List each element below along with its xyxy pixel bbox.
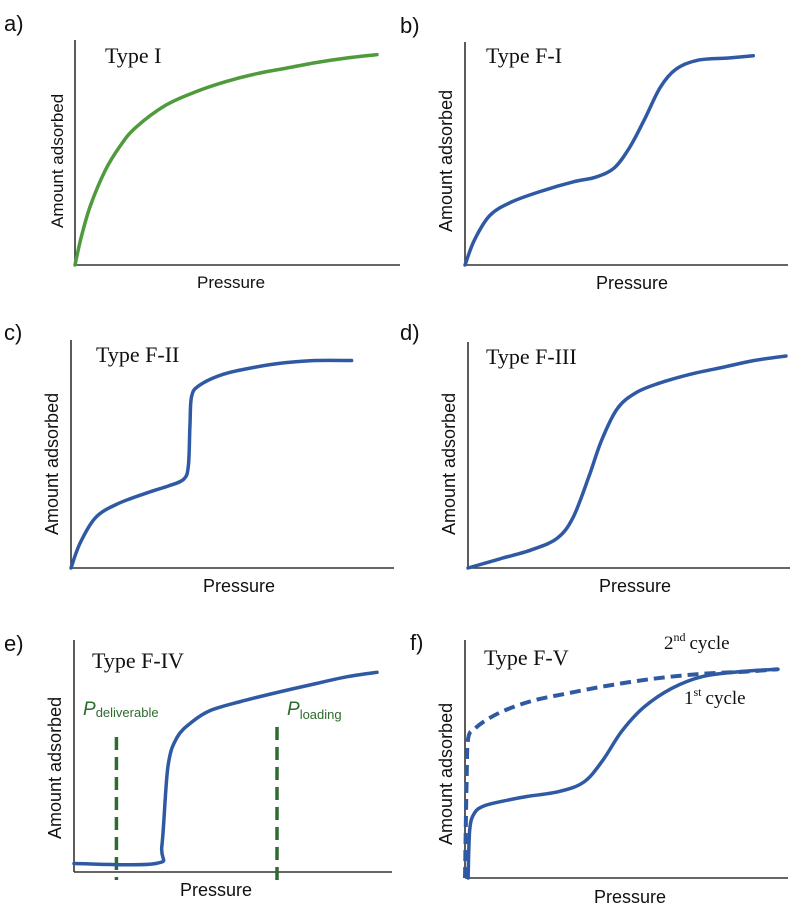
panel-letter: b) (400, 13, 420, 38)
second-cycle-label: 2nd cycle (664, 630, 730, 654)
p-symbol: P (287, 699, 300, 720)
cycle-word: cycle (690, 633, 730, 654)
cycle-number: 1 (684, 688, 694, 709)
isotherm-line (72, 670, 379, 867)
panel-f: f) Type F-V Pressure Amount adsorbed 2nd… (410, 630, 788, 907)
panel-letter: a) (4, 11, 24, 36)
panel-b: b) Type F-I Pressure Amount adsorbed (400, 13, 788, 293)
panel-d: d) Type F-III Pressure Amount adsorbed (400, 320, 790, 596)
chart-title: Type F-I (486, 43, 562, 68)
y-axis-label: Amount adsorbed (436, 90, 456, 232)
chart-title: Type F-III (486, 344, 577, 369)
panel-letter: e) (4, 631, 24, 656)
p-deliverable-label: Pdeliverable (83, 699, 159, 720)
chart-title: Type I (105, 43, 162, 68)
cycle-number: 2 (664, 633, 674, 654)
x-axis-label: Pressure (596, 273, 668, 293)
y-axis-label: Amount adsorbed (436, 703, 456, 845)
panel-letter: d) (400, 320, 420, 345)
y-axis-label: Amount adsorbed (45, 697, 65, 839)
panel-a: a) Type I Pressure Amount adsorbed (4, 11, 400, 292)
x-axis-label: Pressure (594, 887, 666, 907)
panel-e: e) Type F-IV Pressure Amount adsorbed Pd… (4, 631, 392, 900)
cycle-word: cycle (706, 688, 746, 709)
chart-title: Type F-II (96, 342, 179, 367)
panel-letter: c) (4, 320, 22, 345)
y-axis-label: Amount adsorbed (439, 393, 459, 535)
isotherm-line (466, 354, 788, 570)
cycle-ordinal: nd (674, 630, 686, 644)
isotherm-line (73, 52, 379, 267)
isotherm-line (463, 54, 756, 267)
p-symbol: P (83, 699, 96, 720)
chart-title: Type F-IV (92, 648, 184, 673)
x-axis-label: Pressure (203, 576, 275, 596)
second-cycle-dashed-line (463, 667, 779, 879)
p-subscript: deliverable (96, 705, 159, 720)
chart-title: Type F-V (484, 645, 569, 670)
y-axis-label: Amount adsorbed (48, 94, 67, 228)
x-axis-label: Pressure (180, 880, 252, 900)
y-axis-label: Amount adsorbed (42, 393, 62, 535)
p-loading-label: Ploading (287, 699, 342, 722)
panel-c: c) Type F-II Pressure Amount adsorbed (4, 320, 394, 596)
first-cycle-label: 1st cycle (684, 685, 746, 709)
p-subscript: loading (300, 707, 342, 722)
x-axis-label: Pressure (197, 273, 265, 292)
first-cycle-line (466, 667, 780, 880)
panel-letter: f) (410, 630, 423, 655)
cycle-ordinal: st (694, 685, 703, 699)
isotherm-line (69, 358, 354, 570)
x-axis-label: Pressure (599, 576, 671, 596)
